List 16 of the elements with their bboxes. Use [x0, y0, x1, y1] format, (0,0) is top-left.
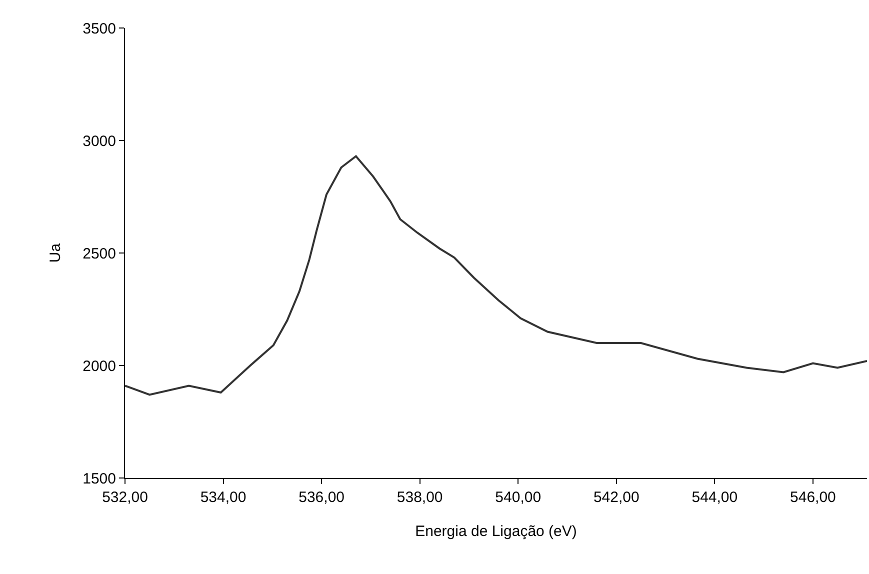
y-tick-label: 3000: [82, 132, 116, 150]
x-tick-label: 536,00: [298, 489, 345, 506]
y-tick-label: 2500: [82, 245, 116, 262]
y-axis-title: Ua: [46, 242, 64, 263]
x-tick-label: 544,00: [692, 489, 738, 506]
x-tick-label: 538,00: [396, 489, 443, 506]
x-tick-label: 532,00: [102, 489, 148, 506]
x-tick-label: 534,00: [200, 489, 246, 506]
x-tick-label: 546,00: [790, 489, 836, 506]
x-tick-label: 540,00: [495, 489, 542, 506]
y-tick-label: 3500: [82, 20, 116, 38]
y-tick-label: 1500: [82, 470, 116, 488]
x-tick-label: 542,00: [593, 489, 640, 506]
line-series: [125, 155, 867, 396]
x-axis-title: Energia de Ligação (eV): [415, 523, 577, 540]
y-tick-label: 2000: [82, 358, 116, 375]
